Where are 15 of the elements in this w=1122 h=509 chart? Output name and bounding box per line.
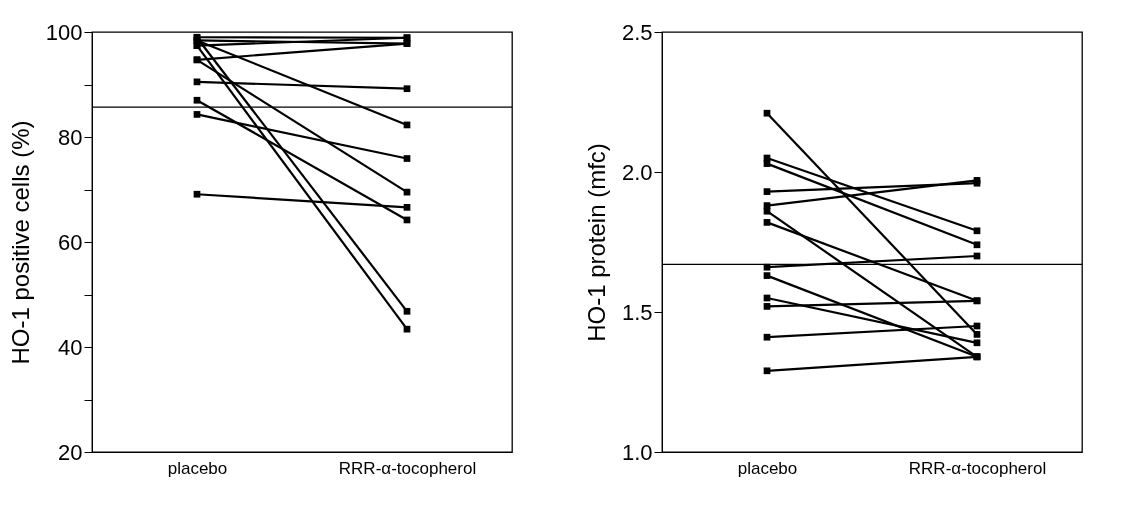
y-axis-title: HO-1 protein (mfc) <box>582 143 610 342</box>
y-tick-label: 1.0 <box>621 439 653 465</box>
y-tick-label: 20 <box>58 439 83 465</box>
y-tick-label: 2.5 <box>621 19 653 45</box>
y-axis-title: HO-1 positive cells (%) <box>6 120 34 365</box>
y-tick-label: 1.5 <box>621 299 653 325</box>
y-tick-label: 2.0 <box>621 159 653 185</box>
x-tick-label: RRR-α-tocopherol <box>338 458 477 478</box>
y-tick-label: 40 <box>58 334 83 360</box>
x-tick-label: placebo <box>737 458 798 478</box>
y-tick-label: 60 <box>58 229 83 255</box>
y-tick-label: 80 <box>58 124 83 150</box>
x-tick-label: RRR-α-tocopherol <box>908 458 1047 478</box>
x-tick-label: placebo <box>167 458 228 478</box>
y-tick-label: 100 <box>45 19 83 45</box>
